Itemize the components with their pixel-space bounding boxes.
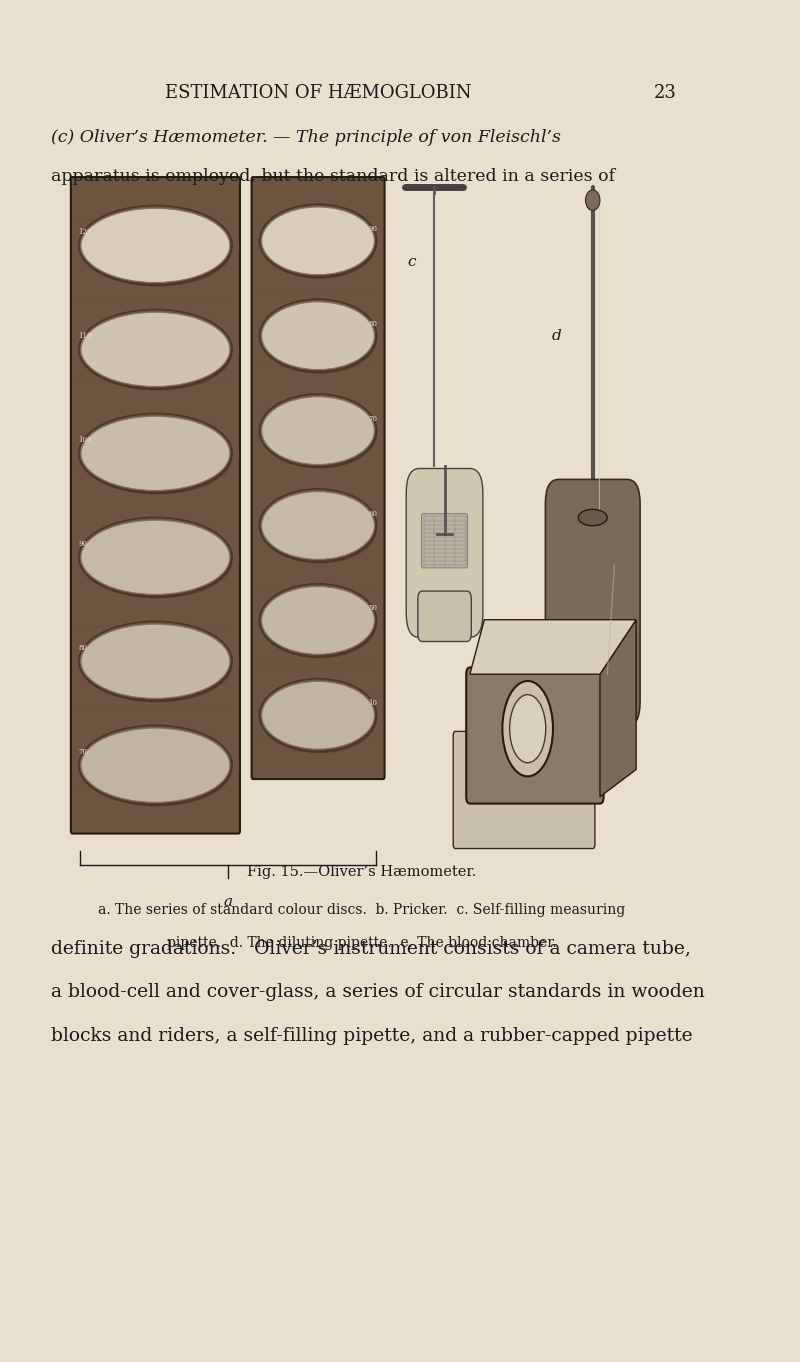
Ellipse shape: [81, 520, 230, 594]
Text: Fig. 15.—Oliver’s Hæmometer.: Fig. 15.—Oliver’s Hæmometer.: [246, 865, 476, 878]
Ellipse shape: [264, 211, 377, 279]
Text: 70: 70: [78, 748, 87, 756]
Text: (c) Oliver’s Hæmometer. — The principle of von Fleischl’s: (c) Oliver’s Hæmometer. — The principle …: [50, 129, 561, 146]
Ellipse shape: [81, 208, 230, 282]
FancyBboxPatch shape: [466, 667, 603, 804]
Ellipse shape: [264, 400, 377, 469]
Text: 120: 120: [78, 229, 91, 236]
FancyBboxPatch shape: [418, 591, 471, 642]
FancyBboxPatch shape: [546, 479, 640, 726]
Text: 10: 10: [368, 699, 378, 707]
Text: 110: 110: [78, 332, 91, 340]
FancyBboxPatch shape: [71, 177, 240, 834]
Text: 60: 60: [368, 509, 378, 518]
Ellipse shape: [264, 306, 377, 373]
Text: b: b: [410, 602, 421, 616]
Text: a: a: [223, 895, 232, 908]
Ellipse shape: [586, 191, 600, 210]
Text: 23: 23: [654, 84, 677, 102]
Ellipse shape: [264, 591, 377, 658]
Text: definite gradations.   Oliver’s instrument consists of a camera tube,: definite gradations. Oliver’s instrument…: [50, 940, 690, 957]
Ellipse shape: [83, 733, 232, 806]
Ellipse shape: [264, 685, 377, 753]
FancyBboxPatch shape: [422, 513, 468, 568]
Text: pipette.  d. The diluting pipette.  e. The blood chamber.: pipette. d. The diluting pipette. e. The…: [166, 936, 556, 949]
Ellipse shape: [83, 524, 232, 598]
Text: ESTIMATION OF HÆMOGLOBIN: ESTIMATION OF HÆMOGLOBIN: [165, 84, 471, 102]
Text: 50: 50: [368, 605, 378, 613]
Ellipse shape: [262, 302, 374, 369]
Polygon shape: [470, 620, 636, 674]
FancyBboxPatch shape: [406, 469, 483, 637]
Ellipse shape: [264, 496, 377, 564]
Polygon shape: [600, 620, 636, 797]
Ellipse shape: [81, 624, 230, 699]
Ellipse shape: [81, 417, 230, 490]
FancyBboxPatch shape: [454, 731, 595, 849]
Circle shape: [502, 681, 553, 776]
Text: 90: 90: [368, 225, 378, 233]
Ellipse shape: [262, 396, 374, 464]
Text: apparatus is employed, but the standard is altered in a series of: apparatus is employed, but the standard …: [50, 168, 614, 184]
Circle shape: [510, 695, 546, 763]
Ellipse shape: [83, 212, 232, 286]
Text: 80: 80: [368, 320, 378, 328]
Ellipse shape: [83, 316, 232, 391]
Ellipse shape: [83, 628, 232, 703]
Text: 70: 70: [368, 414, 378, 422]
Text: 90: 90: [78, 541, 87, 548]
Text: a blood-cell and cover-glass, a series of circular standards in wooden: a blood-cell and cover-glass, a series o…: [50, 983, 704, 1001]
Ellipse shape: [262, 492, 374, 560]
Text: 100: 100: [78, 436, 91, 444]
Text: 80: 80: [78, 644, 87, 652]
FancyBboxPatch shape: [251, 177, 385, 779]
Ellipse shape: [81, 729, 230, 802]
Text: a. The series of standard colour discs.  b. Pricker.  c. Self-filling measuring: a. The series of standard colour discs. …: [98, 903, 625, 917]
Text: c: c: [408, 255, 416, 268]
Ellipse shape: [83, 421, 232, 494]
Ellipse shape: [262, 587, 374, 654]
Ellipse shape: [578, 509, 607, 526]
Text: d: d: [552, 330, 562, 343]
Ellipse shape: [81, 312, 230, 387]
Ellipse shape: [262, 681, 374, 749]
Ellipse shape: [262, 207, 374, 275]
Text: e: e: [593, 592, 602, 606]
Text: blocks and riders, a self-filling pipette, and a rubber-capped pipette: blocks and riders, a self-filling pipett…: [50, 1027, 692, 1045]
